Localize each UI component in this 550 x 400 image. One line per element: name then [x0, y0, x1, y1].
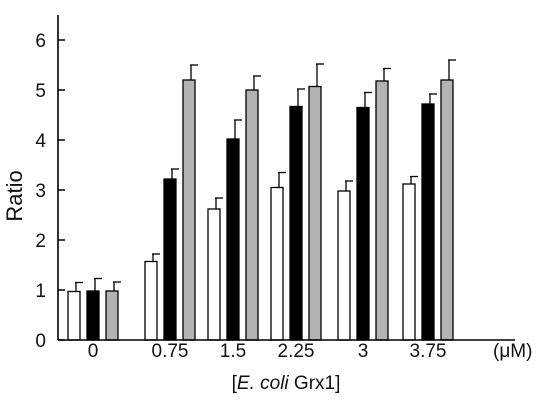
y-tick-label: 2: [35, 231, 46, 252]
x-tick-label: 1.5: [220, 341, 246, 362]
x-axis-title: [E. coli Grx1]: [232, 373, 341, 394]
bar-series1-3: [337, 190, 351, 341]
x-tick-label: 3.75: [410, 341, 447, 362]
y-tick-label: 1: [35, 281, 46, 302]
bars-layer: [67, 59, 456, 341]
bar-series2-2.25: [289, 105, 303, 341]
x-axis-title-italic: E. coli: [237, 373, 290, 394]
bar-series3-3.75: [440, 79, 454, 341]
bar-series1-2.25: [270, 186, 284, 341]
bar-series3-1.5: [245, 89, 259, 341]
bar-series2-3.75: [421, 103, 435, 341]
x-axis-title-open: [: [232, 373, 238, 394]
y-tick-label: 5: [35, 81, 46, 102]
x-axis-unit-label: (μM): [493, 341, 532, 362]
y-tick-label: 0: [35, 331, 46, 352]
x-tick-label: 3: [358, 341, 369, 362]
ticks-layer: 0 1 2 3 4 5 6 0 0.75 1.5 2.25 3 3.75: [35, 31, 446, 362]
y-tick-label: 4: [35, 131, 46, 152]
bar-series2-1.5: [226, 138, 240, 341]
x-tick-label: 0: [88, 341, 99, 362]
y-tick-label: 3: [35, 181, 46, 202]
bar-series3-2.25: [308, 85, 322, 341]
bar-series2-0: [86, 290, 100, 341]
bar-series1-0.75: [144, 260, 158, 341]
y-tick-label: 6: [35, 31, 46, 52]
bar-series1-1.5: [207, 208, 221, 341]
bar-series2-3: [356, 106, 370, 341]
x-axis-title-rest: Grx1]: [289, 373, 341, 394]
x-tick-label: 2.25: [278, 341, 315, 362]
y-axis-title: Ratio: [2, 170, 27, 221]
bar-series3-0: [105, 290, 119, 341]
x-tick-label: 0.75: [152, 341, 189, 362]
bar-series2-0.75: [163, 178, 177, 341]
bar-series3-0.75: [182, 79, 196, 341]
bar-series3-3: [375, 80, 389, 341]
bar-series1-0: [67, 290, 81, 341]
axes-layer: [57, 15, 515, 341]
bar-series1-3.75: [402, 183, 416, 341]
